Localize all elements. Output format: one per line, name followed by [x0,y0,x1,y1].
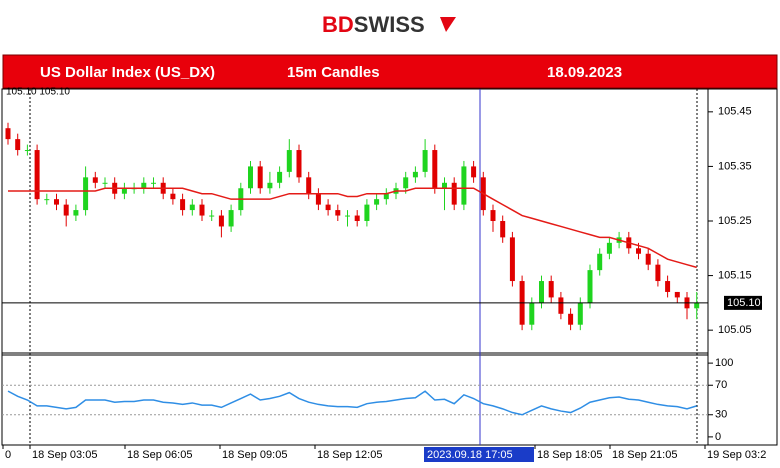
candle-body [674,291,680,298]
candle-body [209,215,215,217]
candle-body [529,302,535,325]
candle-body [374,199,380,205]
candle-body [655,264,661,282]
candle-body [422,150,428,172]
candle-body [364,204,370,221]
candle-body [694,302,700,309]
candle-body [539,281,544,303]
candle-body [44,199,50,201]
candle-body [500,221,506,238]
indicator-line [7,390,697,416]
ohlc-info: 105.10 105.10 [6,87,70,98]
candle-body [325,204,331,211]
candle-body [548,281,554,298]
candle-body [102,182,108,184]
y-tick-label: 70 [715,379,727,391]
candle-body [587,270,593,303]
x-tick-label: 18 Sep 12:05 [317,449,382,461]
candle-body [141,182,147,189]
candle-body [471,166,477,178]
candle-body [636,248,641,254]
candle-body [606,242,612,254]
y-tick-label: 30 [715,409,727,421]
x-tick-label: 18 Sep 09:05 [222,449,287,461]
cursor-label: 2023.09.18 17:05 [427,449,513,461]
candle-body [345,215,350,217]
y-tick-label: 105.25 [718,215,752,227]
candle-body [490,210,496,221]
candle-body [199,204,205,216]
candle-body [83,177,89,211]
y-tick-label: 0 [715,431,721,443]
logo-a: BD [322,12,354,37]
moving-average [8,187,697,269]
candle-body [189,204,195,211]
logo-b: SWISS [354,12,425,37]
cursor-label-bg [424,447,534,462]
candle-body [568,313,574,325]
header-bar [2,54,778,89]
candle-body [257,166,263,189]
candle-body [354,215,360,221]
candle-body [277,171,283,183]
logo: BDSWISS [322,12,425,37]
candle-body [218,215,224,227]
y-tick-label: 100 [715,357,733,369]
candle-body [180,199,186,211]
candle-body [15,139,21,151]
x-tick-label: 18 Sep 18:05 [537,449,602,461]
candle-body [645,253,651,265]
candle-body [286,150,292,172]
y-tick-label: 105.35 [718,160,752,172]
candle-body [442,182,447,189]
candle-body [267,182,273,189]
candle-body [509,237,515,282]
candle-body [73,210,79,216]
candle-body [228,210,234,227]
y-tick-label: 105.45 [718,106,752,118]
candle-body [597,253,603,271]
candle-body [63,204,69,216]
candle-body [432,150,438,189]
candle-body [24,150,30,152]
candle-body [170,193,176,200]
last-price-label: 105.10 [727,297,761,309]
x-tick-label: 18 Sep 06:05 [127,449,192,461]
candle-body [296,150,302,178]
candle-body [5,128,11,140]
candle-body [54,199,59,205]
candle-body [461,166,467,205]
candle-body [34,150,40,200]
candle-body [121,188,127,194]
candle-body [451,182,457,205]
y-tick-label: 105.15 [718,269,752,281]
candle-body [92,177,98,183]
logo-icon [440,17,456,32]
candle-body [558,297,564,314]
header-timeframe: 15m Candles [287,64,380,81]
candle-body [665,281,671,292]
candle-body [306,177,312,194]
x-tick-label: 19 Sep 03:2 [707,449,766,461]
candle-body [403,177,409,189]
y-tick-label: 105.05 [718,324,752,336]
candle-body [577,302,583,325]
x-tick-label: 0 [5,449,11,461]
candle-body [248,166,253,189]
header-date: 18.09.2023 [547,64,622,81]
x-tick-label: 18 Sep 03:05 [32,449,97,461]
candle-body [383,193,389,200]
x-tick-label: 18 Sep 21:05 [612,449,677,461]
plot-frame [1,88,778,446]
candle-body [151,182,156,184]
candle-body [335,210,341,216]
candle-body [412,171,418,178]
header-title: US Dollar Index (US_DX) [40,64,215,81]
candle-body [315,193,321,205]
last-price-box [724,295,762,310]
